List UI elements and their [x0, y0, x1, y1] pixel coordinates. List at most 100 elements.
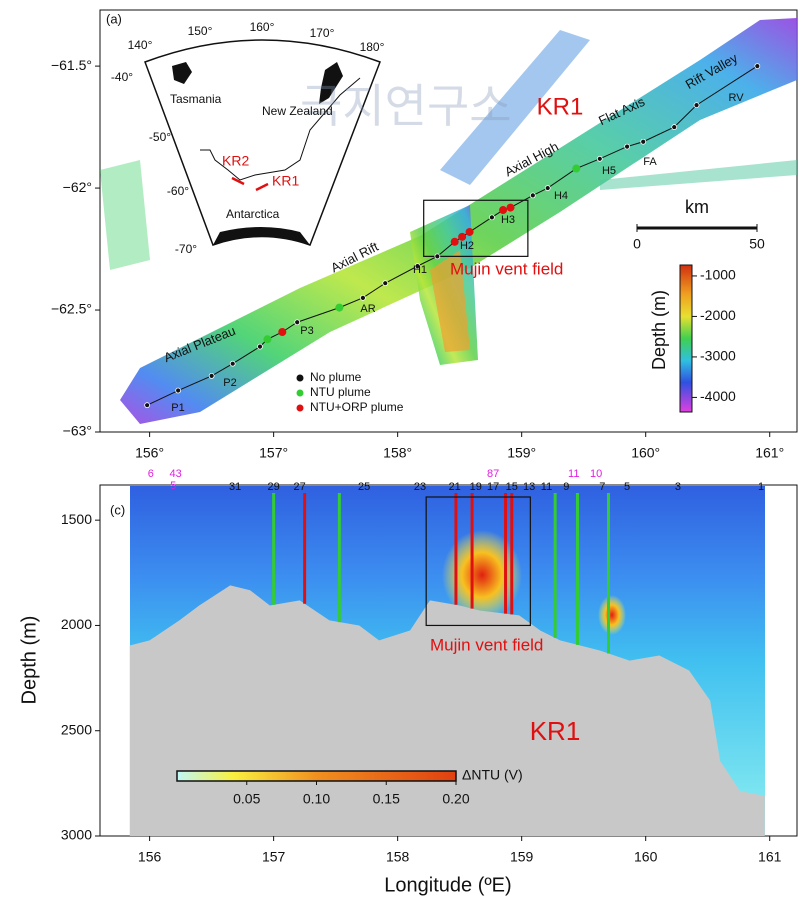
station-label: 9 — [563, 481, 569, 493]
colorbar-tick-label: -4000 — [700, 388, 736, 404]
inset-label: KR2 — [222, 153, 249, 169]
station-label: 3 — [675, 481, 681, 493]
station — [360, 294, 366, 301]
x-axis-label: Longitude (ºE) — [384, 874, 511, 896]
inset-label: KR1 — [272, 173, 299, 189]
inset-land — [213, 227, 310, 245]
station-label: 21 — [449, 481, 461, 493]
station-label: 7 — [599, 481, 605, 493]
station — [754, 63, 761, 70]
annotation: Mujin vent field — [450, 259, 563, 278]
y-tick-label: −62° — [63, 179, 92, 195]
station — [294, 319, 301, 326]
inset-tick-label: 140° — [128, 38, 153, 52]
station-label: 23 — [414, 481, 426, 493]
station-label: 11 — [568, 468, 579, 480]
inset-ridge — [200, 77, 361, 181]
inset-tick-label: -70° — [175, 242, 197, 256]
station — [671, 124, 678, 130]
station — [465, 227, 474, 236]
inset-tick-label: 170° — [310, 26, 335, 40]
inset-tick-label: -60° — [167, 184, 189, 198]
bathymetry-track — [440, 30, 590, 185]
plume-anomaly — [442, 530, 522, 620]
site-label: H4 — [554, 190, 568, 202]
station — [499, 206, 508, 215]
station-label: 17 — [487, 481, 499, 493]
colorbar — [176, 770, 457, 782]
inset-tick-label: 150° — [188, 24, 213, 38]
inset-kr2 — [231, 176, 245, 186]
station — [263, 335, 272, 344]
bathymetry-high — [430, 250, 470, 352]
site-label: FA — [643, 156, 657, 168]
site-label: P1 — [171, 402, 184, 414]
station — [489, 214, 495, 221]
y-tick-label: −62.5° — [51, 301, 92, 317]
inset-label: New Zealand — [262, 104, 333, 118]
station — [434, 253, 441, 260]
legend-label: NTU+ORP plume — [310, 400, 404, 414]
station — [278, 327, 287, 336]
y-tick-label: 1500 — [61, 511, 92, 527]
station — [572, 164, 581, 173]
inset-label: Tasmania — [170, 92, 222, 106]
station-label: 6 — [148, 468, 154, 480]
station — [144, 402, 151, 409]
colorbar-label: ΔNTU (V) — [462, 767, 523, 783]
site-label: H1 — [413, 264, 427, 276]
colorbar-tick-label: -1000 — [700, 267, 736, 283]
x-tick-label: 161° — [755, 445, 784, 461]
site-label: RV — [728, 92, 744, 104]
station — [596, 155, 603, 162]
scale-bar-label: km — [685, 197, 709, 217]
x-tick-label: 156 — [138, 849, 162, 865]
site-label: H5 — [602, 165, 616, 177]
panel-label: (c) — [110, 502, 125, 517]
colorbar-tick-label: 0.15 — [373, 791, 400, 807]
y-tick-label: −61.5° — [51, 57, 92, 73]
station-label: 27 — [294, 481, 306, 493]
station — [414, 263, 421, 270]
scale-tick-label: 50 — [749, 236, 765, 252]
annotation: Mujin vent field — [430, 635, 543, 654]
station-label: 31 — [229, 481, 241, 493]
x-tick-label: 158° — [383, 445, 412, 461]
station — [208, 372, 215, 379]
station — [458, 232, 467, 241]
inset-land — [319, 62, 343, 104]
station-label: 11 — [541, 481, 552, 493]
watermark: 극지연구소 — [300, 80, 512, 132]
x-tick-label: 157° — [259, 445, 288, 461]
station — [335, 303, 344, 312]
site-label: P2 — [223, 377, 236, 389]
station — [624, 143, 630, 150]
inset-tick-label: 180° — [360, 40, 385, 54]
site-label: AR — [360, 303, 375, 315]
station — [382, 280, 389, 287]
colorbar-tick-label: 0.20 — [442, 791, 469, 807]
scale-tick-label: 0 — [633, 236, 641, 252]
station-label: 5 — [624, 481, 630, 493]
colorbar-label: Depth (m) — [649, 290, 669, 370]
colorbar-tick-label: -3000 — [700, 348, 736, 364]
bathymetry-track — [600, 160, 797, 190]
station — [506, 203, 515, 212]
station-label: 15 — [506, 481, 518, 493]
x-tick-label: 158 — [386, 849, 410, 865]
colorbar-tick-label: 0.05 — [233, 791, 260, 807]
station — [175, 387, 182, 394]
plume-anomaly — [598, 595, 626, 635]
legend-label: NTU plume — [310, 385, 371, 399]
x-tick-label: 159° — [507, 445, 536, 461]
annotation: KR1 — [530, 716, 581, 746]
x-tick-label: 156° — [135, 445, 164, 461]
inset-kr1 — [255, 182, 269, 192]
station-label: 1 — [758, 481, 764, 493]
x-tick-label: 161 — [758, 849, 782, 865]
panel-label: (a) — [106, 11, 122, 26]
station-label: 5 — [170, 480, 176, 492]
inset-land — [172, 62, 192, 84]
station — [257, 343, 263, 350]
